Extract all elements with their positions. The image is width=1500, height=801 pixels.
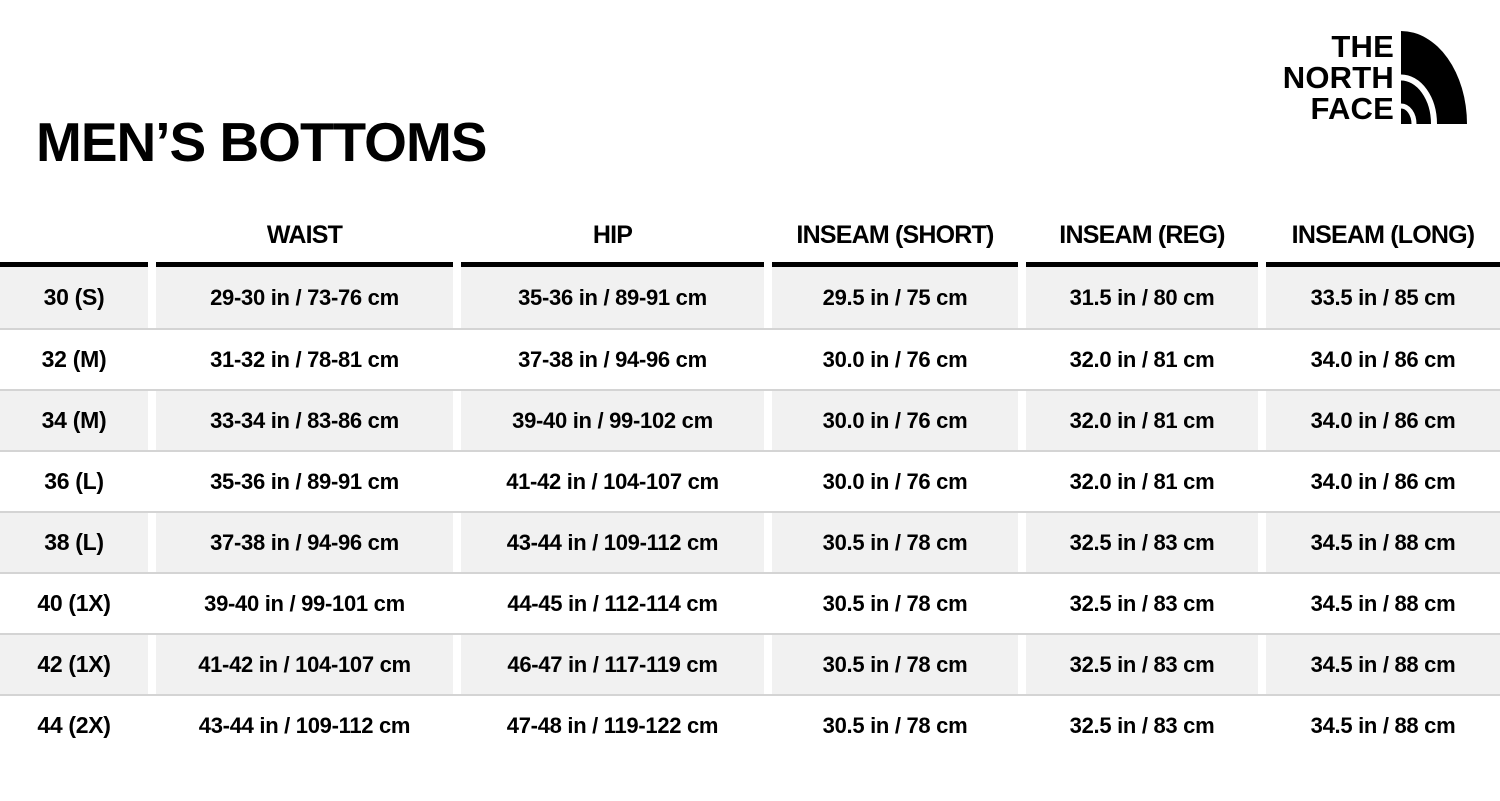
cell-hip: 39-40 in / 99-102 cm xyxy=(461,391,764,450)
rule-segment xyxy=(772,262,1018,267)
cell-inseam-long: 34.5 in / 88 cm xyxy=(1266,513,1500,572)
half-dome-icon xyxy=(1401,31,1467,124)
rule-segment xyxy=(1026,262,1258,267)
cell-inseam-reg: 32.5 in / 83 cm xyxy=(1069,590,1215,616)
header-inseam-reg: INSEAM (REG) xyxy=(1059,221,1225,249)
cell-hip: 44-45 in / 112-114 cm xyxy=(507,590,718,616)
cell-inseam-long: 33.5 in / 85 cm xyxy=(1266,267,1500,328)
cell-inseam-reg: 32.0 in / 81 cm xyxy=(1026,391,1258,450)
cell-inseam-short: 30.5 in / 78 cm xyxy=(822,590,968,616)
table-row: 34 (M) 33-34 in / 83-86 cm 39-40 in / 99… xyxy=(0,389,1500,450)
cell-waist: 39-40 in / 99-101 cm xyxy=(204,590,405,616)
cell-size: 40 (1X) xyxy=(37,590,111,616)
brand-word-north: NORTH xyxy=(1282,60,1394,95)
cell-inseam-reg: 32.0 in / 81 cm xyxy=(1069,468,1215,494)
cell-waist: 41-42 in / 104-107 cm xyxy=(156,635,453,694)
rule-segment xyxy=(461,262,764,267)
cell-inseam-short: 30.0 in / 76 cm xyxy=(772,391,1018,450)
header-rule xyxy=(0,262,1500,267)
table-row: 30 (S) 29-30 in / 73-76 cm 35-36 in / 89… xyxy=(0,267,1500,328)
table-row: 36 (L) 35-36 in / 89-91 cm 41-42 in / 10… xyxy=(0,450,1500,511)
cell-hip: 46-47 in / 117-119 cm xyxy=(461,635,764,694)
table-row: 44 (2X) 43-44 in / 109-112 cm 47-48 in /… xyxy=(0,694,1500,755)
cell-inseam-short: 30.5 in / 78 cm xyxy=(772,635,1018,694)
cell-inseam-short: 30.0 in / 76 cm xyxy=(822,346,968,372)
cell-size: 34 (M) xyxy=(0,391,148,450)
cell-inseam-reg: 31.5 in / 80 cm xyxy=(1026,267,1258,328)
cell-inseam-reg: 32.5 in / 83 cm xyxy=(1069,712,1215,738)
table-row: 40 (1X) 39-40 in / 99-101 cm 44-45 in / … xyxy=(0,572,1500,633)
cell-inseam-long: 34.5 in / 88 cm xyxy=(1310,712,1456,738)
header-waist: WAIST xyxy=(266,221,343,249)
cell-hip: 43-44 in / 109-112 cm xyxy=(461,513,764,572)
cell-size: 32 (M) xyxy=(41,346,107,372)
cell-size: 38 (L) xyxy=(0,513,148,572)
rule-segment xyxy=(1266,262,1500,267)
cell-inseam-reg: 32.0 in / 81 cm xyxy=(1069,346,1215,372)
cell-inseam-long: 34.5 in / 88 cm xyxy=(1310,590,1456,616)
brand-word-the: THE xyxy=(1331,29,1394,64)
header-hip: HIP xyxy=(592,221,633,249)
cell-inseam-short: 30.5 in / 78 cm xyxy=(822,712,968,738)
cell-inseam-long: 34.0 in / 86 cm xyxy=(1310,346,1456,372)
cell-size: 30 (S) xyxy=(0,267,148,328)
header-size xyxy=(0,210,148,262)
brand-wordmark: THE NORTH FACE xyxy=(1283,31,1394,124)
rule-segment xyxy=(0,262,148,267)
brand-logo: THE NORTH FACE xyxy=(1283,31,1467,124)
cell-waist: 31-32 in / 78-81 cm xyxy=(210,346,399,372)
cell-hip: 41-42 in / 104-107 cm xyxy=(506,468,719,494)
table-header-row: WAIST HIP INSEAM (SHORT) INSEAM (REG) IN… xyxy=(0,210,1500,262)
cell-waist: 33-34 in / 83-86 cm xyxy=(156,391,453,450)
cell-hip: 35-36 in / 89-91 cm xyxy=(461,267,764,328)
cell-inseam-reg: 32.5 in / 83 cm xyxy=(1026,513,1258,572)
cell-inseam-long: 34.0 in / 86 cm xyxy=(1310,468,1456,494)
cell-inseam-reg: 32.5 in / 83 cm xyxy=(1026,635,1258,694)
cell-inseam-short: 29.5 in / 75 cm xyxy=(772,267,1018,328)
cell-inseam-short: 30.5 in / 78 cm xyxy=(772,513,1018,572)
cell-inseam-long: 34.5 in / 88 cm xyxy=(1266,635,1500,694)
cell-hip: 47-48 in / 119-122 cm xyxy=(506,712,719,738)
cell-inseam-long: 34.0 in / 86 cm xyxy=(1266,391,1500,450)
cell-size: 36 (L) xyxy=(44,468,104,494)
cell-size: 42 (1X) xyxy=(0,635,148,694)
size-table: WAIST HIP INSEAM (SHORT) INSEAM (REG) IN… xyxy=(0,210,1500,755)
cell-waist: 35-36 in / 89-91 cm xyxy=(210,468,399,494)
cell-size: 44 (2X) xyxy=(37,712,111,738)
header-inseam-short: INSEAM (SHORT) xyxy=(796,221,994,249)
cell-hip: 37-38 in / 94-96 cm xyxy=(518,346,707,372)
table-row: 38 (L) 37-38 in / 94-96 cm 43-44 in / 10… xyxy=(0,511,1500,572)
header-inseam-long: INSEAM (LONG) xyxy=(1291,221,1475,249)
cell-inseam-short: 30.0 in / 76 cm xyxy=(822,468,968,494)
cell-waist: 37-38 in / 94-96 cm xyxy=(156,513,453,572)
table-row: 32 (M) 31-32 in / 78-81 cm 37-38 in / 94… xyxy=(0,328,1500,389)
table-row: 42 (1X) 41-42 in / 104-107 cm 46-47 in /… xyxy=(0,633,1500,694)
brand-word-face: FACE xyxy=(1310,91,1394,126)
page-title: MEN’S BOTTOMS xyxy=(36,110,487,173)
cell-waist: 29-30 in / 73-76 cm xyxy=(156,267,453,328)
rule-segment xyxy=(156,262,453,267)
cell-waist: 43-44 in / 109-112 cm xyxy=(198,712,411,738)
